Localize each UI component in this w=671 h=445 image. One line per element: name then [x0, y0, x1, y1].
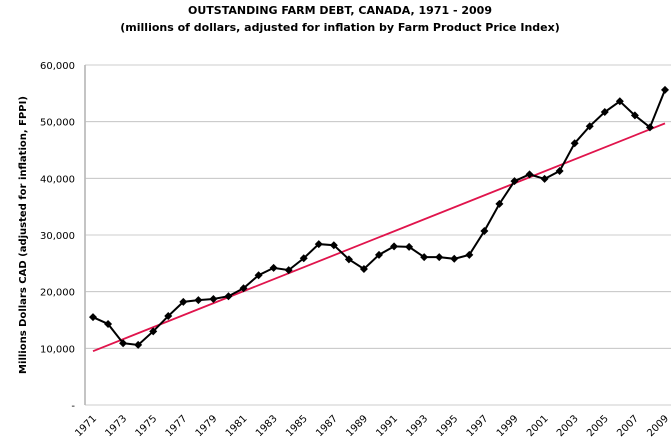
point-marker [224, 292, 233, 301]
x-tick-label: 1991 [374, 413, 400, 439]
point-marker [269, 263, 278, 272]
point-marker [630, 111, 639, 120]
point-marker [480, 227, 489, 236]
x-tick-label: 2001 [525, 413, 551, 439]
x-tick-label: 1987 [314, 413, 340, 439]
series-line [92, 89, 666, 346]
point-marker [239, 284, 248, 293]
point-marker [405, 242, 414, 251]
x-tick-label: 1989 [344, 413, 370, 439]
x-tick-label: 1997 [465, 413, 491, 439]
point-marker [194, 296, 203, 305]
y-tick-label: 20,000 [40, 288, 75, 299]
x-tick-label: 1977 [164, 413, 190, 439]
point-marker [615, 97, 624, 106]
y-tick-label: 60,000 [40, 61, 75, 72]
point-marker [570, 139, 579, 148]
point-marker [600, 108, 609, 117]
x-tick-label: 1993 [405, 413, 431, 439]
point-marker [209, 295, 218, 304]
y-tick-label: 50,000 [40, 118, 75, 129]
y-tick-label: 10,000 [40, 344, 75, 355]
point-marker [284, 266, 293, 275]
point-marker [585, 122, 594, 131]
point-marker [299, 254, 308, 263]
x-tick-label: 2003 [555, 413, 581, 439]
y-tick-label: - [71, 401, 75, 412]
x-tick-label: 1983 [254, 413, 280, 439]
point-marker [359, 265, 368, 273]
point-marker [555, 166, 564, 175]
point-marker [450, 254, 459, 263]
point-marker [420, 253, 429, 262]
point-marker [89, 313, 97, 322]
x-tick-label: 2009 [645, 413, 671, 439]
y-axis-label: Millions Dollars CAD (adjusted for infla… [18, 96, 29, 374]
point-marker [435, 253, 444, 262]
point-marker [390, 242, 399, 251]
chart-title: OUTSTANDING FARM DEBT, CANADA, 1971 - 20… [188, 4, 492, 17]
point-marker [179, 297, 188, 306]
point-marker [510, 177, 519, 186]
x-tick-label: 1975 [134, 413, 160, 439]
point-marker [314, 240, 323, 249]
x-tick-label: 1979 [194, 413, 220, 439]
point-marker [661, 85, 669, 94]
point-marker [375, 250, 383, 259]
x-tick-label: 2007 [615, 413, 641, 439]
point-marker [525, 170, 534, 179]
x-tick-label: 1985 [284, 413, 310, 439]
point-marker [540, 174, 549, 183]
point-marker [495, 199, 504, 208]
point-marker [254, 271, 263, 280]
point-marker [104, 319, 113, 328]
point-marker [119, 339, 128, 348]
point-marker [329, 241, 338, 250]
point-marker [134, 340, 143, 349]
chart-subtitle: (millions of dollars, adjusted for infla… [120, 21, 559, 34]
x-tick-label: 1973 [103, 413, 129, 439]
y-tick-label: 40,000 [40, 174, 75, 185]
point-marker [645, 123, 654, 132]
point-marker [344, 255, 353, 264]
x-tick-label: 1995 [435, 413, 461, 439]
x-tick-label: 1981 [224, 413, 250, 439]
y-tick-label: 30,000 [40, 231, 75, 242]
x-tick-label: 1971 [73, 413, 99, 439]
x-tick-label: 1999 [495, 413, 521, 439]
trend-line [92, 122, 666, 353]
x-tick-label: 2005 [585, 413, 611, 439]
point-marker [149, 327, 158, 336]
point-marker [164, 312, 173, 321]
point-marker [465, 250, 474, 259]
